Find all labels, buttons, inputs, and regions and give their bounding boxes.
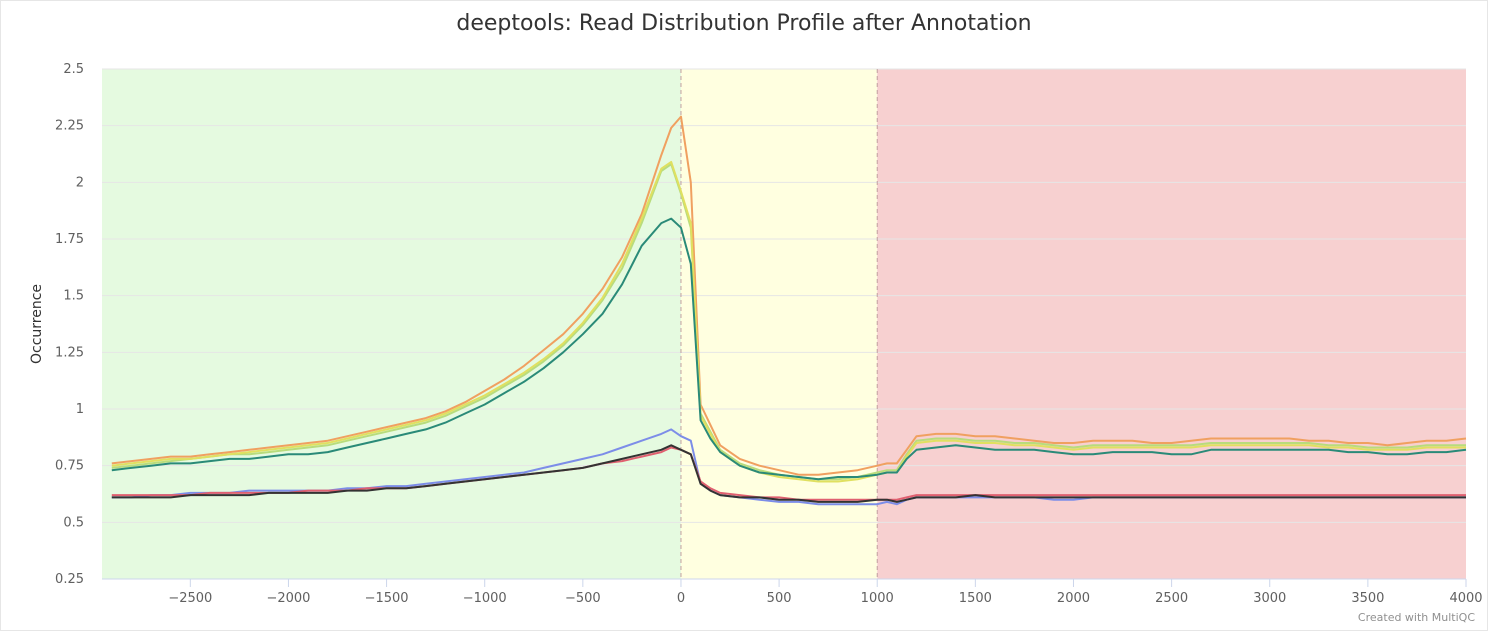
y-tick-label: 2.25 xyxy=(55,119,84,134)
plot-band-2 xyxy=(877,69,1466,579)
y-tick-label: 1 xyxy=(76,402,84,417)
multiqc-credit[interactable]: Created with MultiQC xyxy=(1357,611,1475,624)
y-axis-title: Occurrence xyxy=(29,284,45,364)
x-tick-label: 1500 xyxy=(959,591,992,606)
x-tick-label: 3500 xyxy=(1351,591,1384,606)
x-tick-label: 4000 xyxy=(1449,591,1482,606)
x-tick-label: −1000 xyxy=(463,591,507,606)
series-line-3[interactable] xyxy=(111,217,1467,481)
x-tick-label: −500 xyxy=(565,591,601,606)
x-tick-label: 1000 xyxy=(861,591,894,606)
series-line-2[interactable] xyxy=(111,160,1466,483)
y-tick-label: 2.5 xyxy=(63,62,84,77)
plot-band-0 xyxy=(102,69,681,579)
y-tick-label: 0.25 xyxy=(55,572,84,587)
x-tick-label: −2000 xyxy=(266,591,310,606)
y-tick-label: 1.75 xyxy=(55,232,84,247)
plot-band-1 xyxy=(680,69,878,579)
x-tick-label: −2500 xyxy=(168,591,212,606)
chart-title: deeptools: Read Distribution Profile aft… xyxy=(456,11,1032,36)
x-tick-label: 2000 xyxy=(1057,591,1090,606)
x-tick-label: −1500 xyxy=(365,591,409,606)
y-tick-label: 2 xyxy=(76,175,84,190)
y-tick-label: 1.5 xyxy=(63,289,84,304)
y-tick-label: 0.75 xyxy=(55,459,84,474)
series-line-6[interactable] xyxy=(111,444,1466,503)
x-tick-label: 0 xyxy=(677,591,685,606)
x-tick-label: 500 xyxy=(767,591,792,606)
y-tick-label: 0.5 xyxy=(63,515,84,530)
x-tick-label: 2500 xyxy=(1155,591,1188,606)
y-tick-label: 1.25 xyxy=(55,345,84,360)
x-tick-label: 3000 xyxy=(1253,591,1286,606)
series-line-0[interactable] xyxy=(111,115,1467,476)
